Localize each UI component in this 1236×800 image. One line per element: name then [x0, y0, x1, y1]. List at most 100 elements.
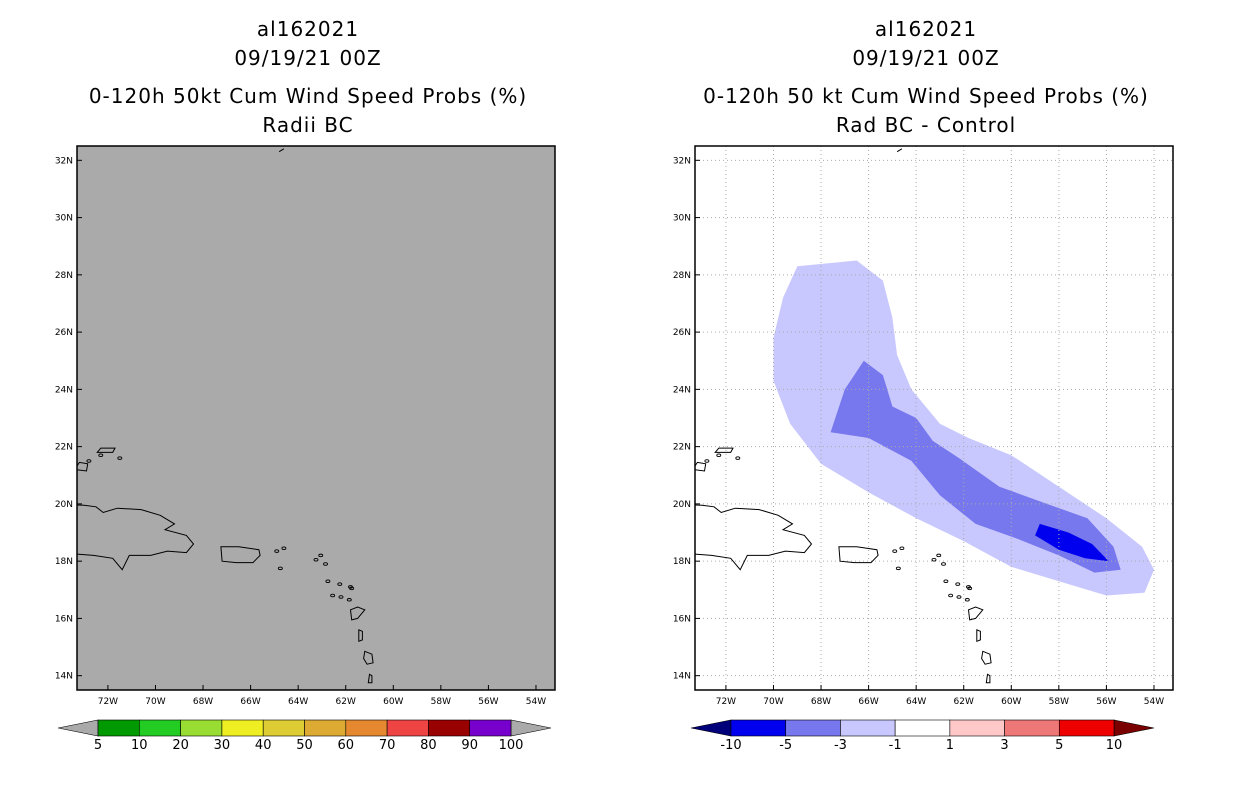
y-tick-label: 26N	[55, 328, 73, 338]
bermuda-mark	[278, 148, 285, 153]
small-island	[57, 421, 61, 424]
small-island	[325, 579, 331, 583]
y-tick-label: 18N	[673, 557, 691, 567]
right-date: 09/19/21 00Z	[852, 46, 1000, 70]
y-tick-label: 32N	[55, 156, 73, 166]
colorbar-left-end	[690, 719, 732, 737]
colorbar-level-label: 5	[1055, 738, 1063, 753]
puerto-rico-coast	[220, 546, 261, 564]
small-island	[943, 579, 949, 583]
colorbar-swatch	[97, 719, 140, 737]
colorbar-swatch	[840, 719, 896, 737]
colorbar-swatch	[221, 719, 264, 737]
bahamas-north-coast	[53, 432, 67, 439]
hispaniola-coast	[695, 504, 813, 571]
small-island	[931, 557, 937, 562]
turks-caicos-coast	[96, 447, 116, 453]
bahamas-north-coast	[671, 432, 685, 439]
x-tick-label: 56W	[1096, 697, 1116, 707]
colorbar-level-label: 5	[94, 738, 102, 753]
y-tick-label: 28N	[55, 271, 73, 281]
y-tick-label: 20N	[55, 500, 73, 510]
small-island	[941, 562, 946, 566]
small-island	[313, 557, 319, 562]
small-island	[964, 598, 970, 602]
colorbar-swatch	[949, 719, 1005, 737]
small-island	[117, 456, 123, 460]
left-subtitle: Radii BC	[262, 113, 354, 137]
small-island	[735, 456, 741, 460]
y-tick-label: 16N	[673, 614, 691, 624]
colorbar-level-label: 1	[946, 738, 954, 753]
colorbar-level-label: 3	[1000, 738, 1008, 753]
colorbar-level-label: 60	[338, 738, 355, 753]
puerto-rico-coast	[838, 546, 879, 564]
colorbar-swatch	[894, 719, 951, 737]
small-island	[349, 586, 355, 591]
left-title: 0-120h 50kt Cum Wind Speed Probs (%)	[88, 84, 528, 108]
x-tick-label: 64W	[288, 697, 308, 707]
small-island	[338, 595, 344, 599]
y-tick-label: 24N	[673, 385, 691, 395]
hispaniola-coast	[77, 504, 195, 571]
panel-left: 72W 70W 68W 66W 64W 62W 60W 58W 56W 54W 14N 16N 18N 2…	[53, 145, 556, 707]
colorbar-swatch	[139, 719, 181, 737]
panel-right: 72W 70W 68W 66W 64W 62W 60W 58W 56W 54W 14N 16N 18N 2…	[671, 145, 1174, 707]
y-tick-label: 32N	[673, 156, 691, 166]
colorbar-swatch	[785, 719, 841, 737]
right-title: 0-120h 50 kt Cum Wind Speed Probs (%)	[703, 84, 1149, 108]
y-tick-label: 20N	[673, 500, 691, 510]
x-tick-label: 60W	[1001, 697, 1021, 707]
colorbar-level-label: -5	[779, 738, 792, 753]
colorbar-level-label: 20	[172, 738, 189, 753]
colorbar-level-label: 50	[296, 738, 313, 753]
colorbar-swatch	[730, 719, 787, 737]
turks-caicos-coast	[714, 447, 734, 453]
colorbar-level-label: -3	[834, 738, 847, 753]
small-island	[948, 593, 954, 598]
x-tick-label: 72W	[98, 697, 118, 707]
colorbar-level-label: 40	[255, 738, 272, 753]
colorbar-swatch	[180, 719, 223, 737]
small-island	[936, 553, 942, 558]
y-tick-label: 16N	[55, 614, 73, 624]
small-island	[274, 549, 280, 553]
small-island	[337, 582, 343, 586]
martinique-coast	[363, 650, 374, 665]
x-tick-label: 56W	[478, 697, 498, 707]
small-island	[318, 553, 324, 558]
small-island	[346, 598, 352, 602]
x-tick-label: 68W	[193, 697, 213, 707]
st-lucia-coast	[367, 673, 373, 684]
y-tick-label: 14N	[673, 672, 691, 682]
x-tick-label: 60W	[383, 697, 403, 707]
colorbar-swatch	[262, 719, 305, 737]
colorbar-level-label: 30	[214, 738, 231, 753]
x-tick-label: 68W	[811, 697, 831, 707]
guadeloupe-coast	[967, 606, 984, 621]
colorbar-level-label: 10	[1106, 738, 1123, 753]
st-lucia-coast	[985, 673, 991, 684]
bermuda-mark	[896, 148, 903, 153]
colorbar-left: 5 10 20 30 40 50 60 70 80 90 100	[57, 719, 552, 753]
colorbar-swatch	[386, 719, 429, 737]
x-tick-label: 62W	[336, 697, 356, 707]
y-tick-label: 24N	[55, 385, 73, 395]
colorbar-right: -10 -5 -3 -1 1 3 5 10	[690, 719, 1155, 753]
colorbar-swatch	[1058, 719, 1115, 737]
small-island	[899, 546, 905, 551]
colorbar-level-label: -10	[720, 738, 741, 753]
right-panel-titles: al162021 09/19/21 00Z 0-120h 50 kt Cum W…	[676, 15, 1176, 140]
x-tick-label: 70W	[145, 697, 165, 707]
colorbar-level-label: 70	[379, 738, 396, 753]
y-tick-label: 30N	[673, 214, 691, 224]
left-date: 09/19/21 00Z	[234, 46, 382, 70]
colorbar-level-label: -1	[889, 738, 902, 753]
left-storm-id: al162021	[256, 17, 360, 41]
right-subtitle: Rad BC - Control	[835, 113, 1017, 137]
dominica-coast	[976, 629, 981, 643]
x-tick-label: 70W	[763, 697, 783, 707]
small-island	[86, 459, 92, 463]
colorbar-swatch	[1004, 719, 1060, 737]
